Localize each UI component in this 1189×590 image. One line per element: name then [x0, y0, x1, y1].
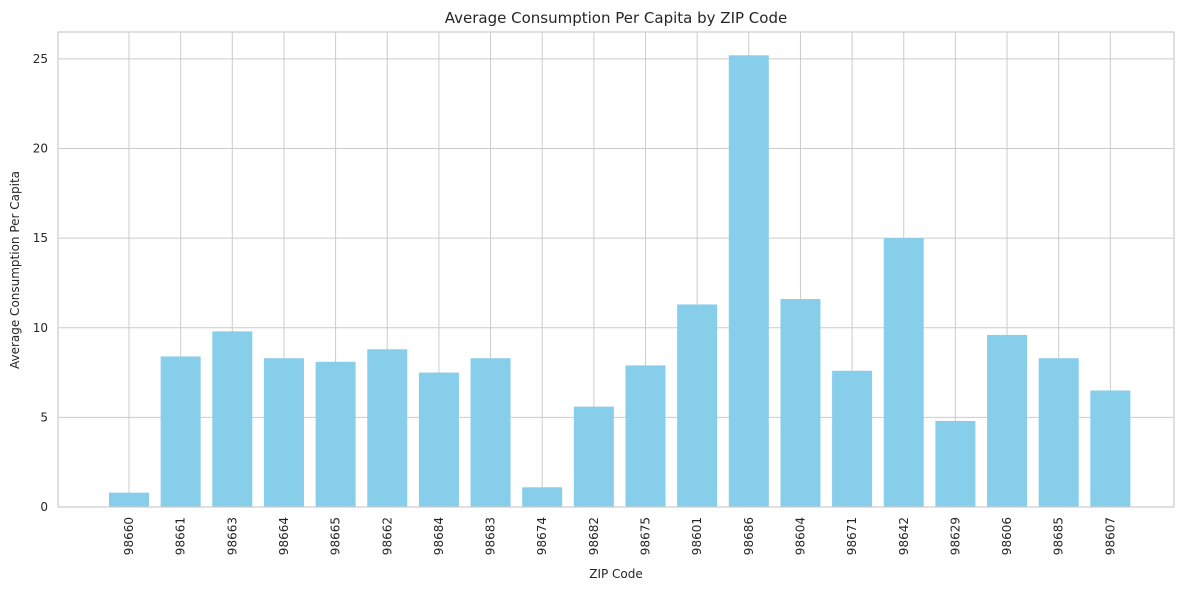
y-tick-label: 10 [33, 321, 48, 335]
x-tick-label: 98674 [535, 517, 549, 555]
x-tick-label: 98685 [1052, 517, 1066, 555]
y-tick-label: 0 [40, 500, 48, 514]
y-tick-label: 20 [33, 142, 48, 156]
x-tick-label: 98642 [897, 517, 911, 555]
bar-98663 [212, 331, 253, 507]
bar-98686 [728, 55, 769, 508]
y-tick-labels: 0 5 10 15 20 25 [33, 52, 48, 514]
bar-98642 [883, 238, 924, 507]
bar-98683 [470, 358, 511, 507]
bar-98606 [987, 334, 1028, 507]
x-tick-label: 98675 [639, 517, 653, 555]
bar-98674 [522, 487, 563, 507]
x-tick-label: 98660 [122, 517, 136, 555]
x-tick-label: 98601 [690, 517, 704, 555]
bar-98629 [935, 420, 976, 507]
plot-frame [57, 31, 1175, 508]
bar-98607 [1090, 390, 1131, 507]
bars [109, 55, 1131, 508]
x-tick-label: 98661 [174, 517, 188, 555]
bar-98665 [315, 361, 356, 507]
x-tick-label: 98684 [432, 517, 446, 555]
bar-98664 [263, 358, 304, 507]
x-tick-label: 98606 [1000, 517, 1014, 555]
x-tick-label: 98662 [380, 517, 394, 555]
x-tick-label: 98683 [484, 517, 498, 555]
x-tick-label: 98604 [793, 517, 807, 555]
x-tick-label: 98682 [587, 517, 601, 555]
x-tick-label: 98686 [742, 517, 756, 555]
x-tick-label: 98665 [329, 517, 343, 555]
x-axis-label: ZIP Code [589, 567, 643, 581]
bar-98671 [832, 370, 873, 507]
bar-98682 [573, 406, 614, 507]
x-tick-label: 98663 [225, 517, 239, 555]
bar-98675 [625, 365, 666, 507]
bar-98604 [780, 299, 821, 507]
bar-98685 [1038, 358, 1079, 507]
x-tick-label: 98629 [948, 517, 962, 555]
x-tick-label: 98671 [845, 517, 859, 555]
y-tick-label: 15 [33, 231, 48, 245]
bar-98661 [160, 356, 201, 507]
bar-98601 [677, 304, 718, 507]
y-tick-label: 5 [40, 410, 48, 424]
chart-title: Average Consumption Per Capita by ZIP Co… [445, 9, 787, 27]
bar-98684 [418, 372, 459, 507]
x-tick-labels: 98660 98661 98663 98664 98665 98662 98684 98683… [122, 517, 1117, 555]
x-tick-label: 98664 [277, 517, 291, 555]
bar-98660 [109, 492, 149, 507]
bar-98662 [367, 349, 408, 507]
y-tick-label: 25 [33, 52, 48, 66]
x-tick-label: 98607 [1103, 517, 1117, 555]
y-axis-label: Average Consumption Per Capita [8, 171, 22, 369]
